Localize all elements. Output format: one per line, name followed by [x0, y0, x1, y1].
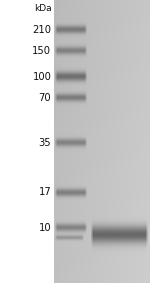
Text: 35: 35: [39, 138, 51, 148]
Text: 10: 10: [39, 223, 51, 233]
Text: 17: 17: [39, 187, 51, 198]
Text: 150: 150: [32, 46, 51, 56]
Text: kDa: kDa: [34, 4, 51, 13]
Text: 70: 70: [39, 93, 51, 103]
Text: 100: 100: [32, 72, 51, 82]
Text: 210: 210: [32, 25, 51, 35]
